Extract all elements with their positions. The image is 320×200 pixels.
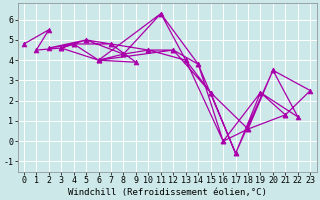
X-axis label: Windchill (Refroidissement éolien,°C): Windchill (Refroidissement éolien,°C) [68,188,267,197]
